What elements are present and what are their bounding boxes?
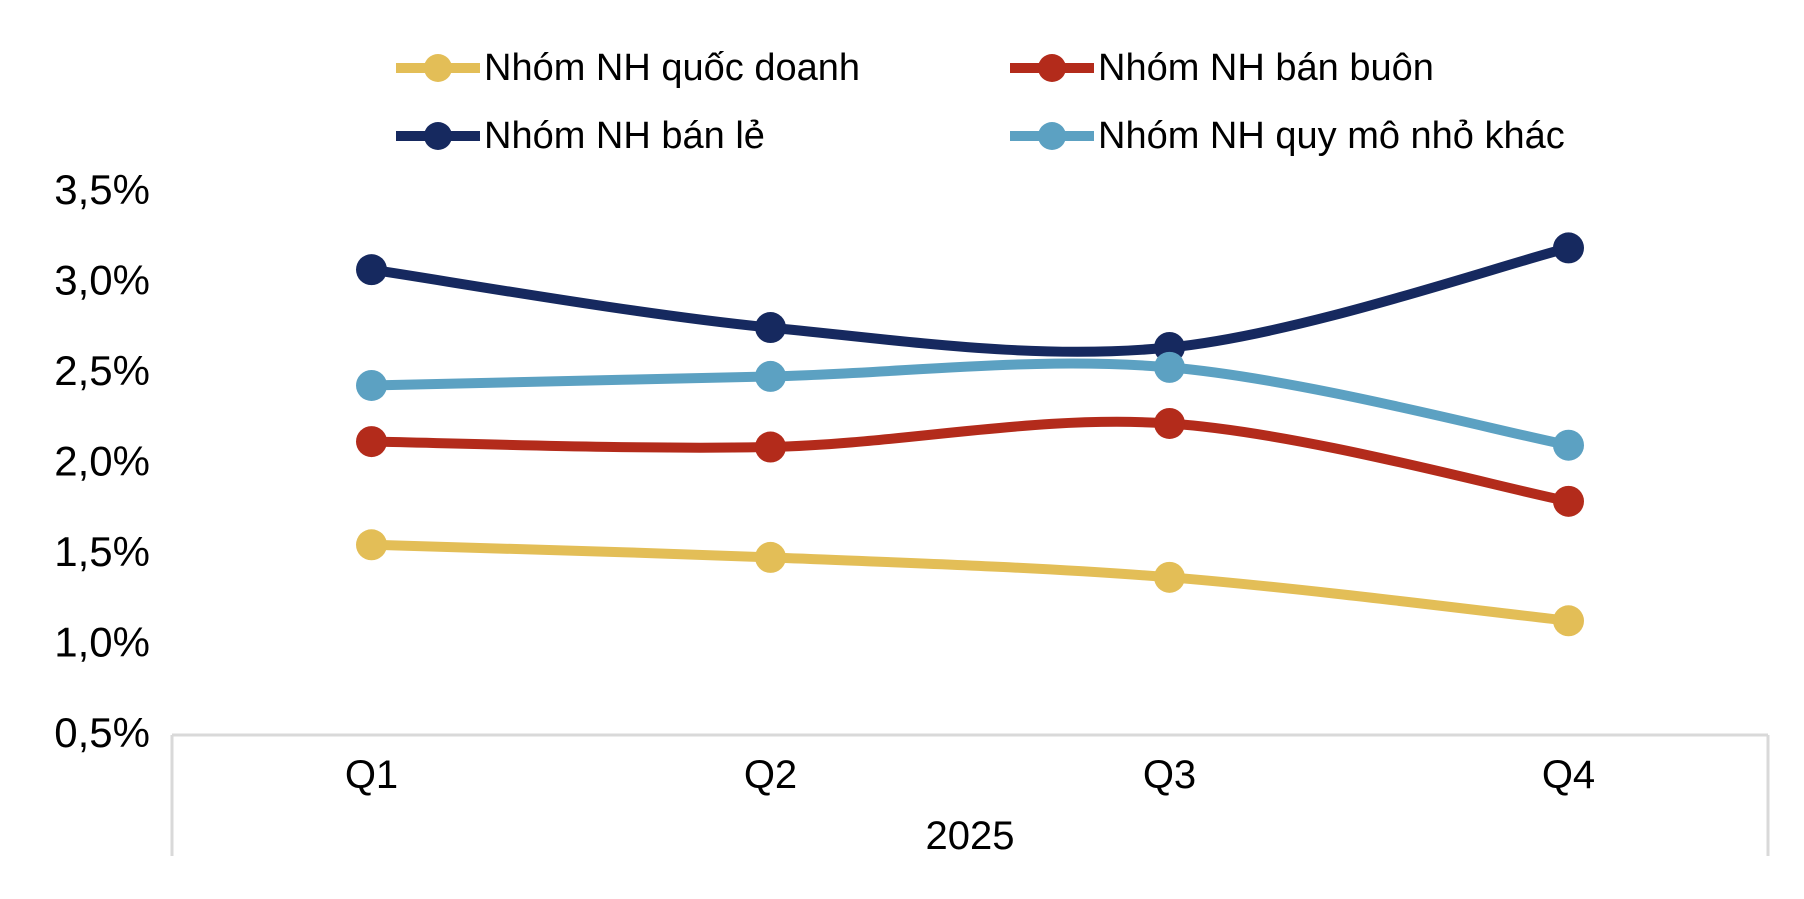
legend-marker-quoc-doanh bbox=[396, 54, 480, 82]
legend-marker-ban-le bbox=[396, 122, 480, 150]
legend-marker-quy-mo-nho-khac bbox=[1010, 122, 1094, 150]
legend-item-ban-buon: Nhóm NH bán buôn bbox=[1010, 46, 1434, 90]
data-point-marker bbox=[356, 369, 387, 401]
series-line bbox=[366, 358, 1574, 451]
category-axis-box bbox=[170, 733, 1770, 856]
data-point-marker bbox=[1553, 232, 1584, 264]
series-markers bbox=[356, 232, 1584, 637]
series-lines bbox=[366, 242, 1574, 626]
x-axis-group-label: 2025 bbox=[926, 814, 1015, 858]
series-line bbox=[366, 539, 1574, 626]
data-point-marker bbox=[1553, 485, 1584, 517]
legend-dot-icon bbox=[424, 122, 452, 150]
y-axis-tick-labels: 3,5% 3,0% 2,5% 2,0% 1,5% 1,0% 0,5% bbox=[54, 166, 150, 756]
data-point-marker bbox=[1154, 351, 1185, 383]
series-line bbox=[366, 416, 1574, 507]
y-tick-label: 2,0% bbox=[54, 438, 150, 485]
y-tick-label: 3,0% bbox=[54, 257, 150, 304]
x-tick-label: Q3 bbox=[1143, 753, 1196, 797]
legend-dot-icon bbox=[1038, 54, 1066, 82]
x-axis-tick-labels: Q1 Q2 Q3 Q4 bbox=[345, 753, 1595, 797]
data-point-marker bbox=[1154, 561, 1185, 593]
data-point-marker bbox=[755, 360, 786, 392]
legend-label: Nhóm NH bán buôn bbox=[1098, 47, 1434, 89]
legend-dot-icon bbox=[424, 54, 452, 82]
y-tick-label: 2,5% bbox=[54, 347, 150, 394]
data-point-marker bbox=[755, 431, 786, 463]
y-tick-label: 3,5% bbox=[54, 166, 150, 213]
x-tick-label: Q2 bbox=[744, 753, 797, 797]
legend-item-ban-le: Nhóm NH bán lẻ bbox=[396, 114, 765, 158]
legend-label: Nhóm NH quy mô nhỏ khác bbox=[1098, 115, 1565, 157]
y-tick-label: 0,5% bbox=[54, 709, 150, 756]
data-point-marker bbox=[1553, 429, 1584, 461]
legend-label: Nhóm NH bán lẻ bbox=[484, 115, 765, 157]
data-point-marker bbox=[356, 426, 387, 458]
legend-item-quy-mo-nho-khac: Nhóm NH quy mô nhỏ khác bbox=[1010, 114, 1565, 158]
legend-dot-icon bbox=[1038, 122, 1066, 150]
x-tick-label: Q4 bbox=[1542, 753, 1595, 797]
data-point-marker bbox=[755, 312, 786, 344]
legend-marker-ban-buon bbox=[1010, 54, 1094, 82]
data-point-marker bbox=[755, 541, 786, 573]
data-point-marker bbox=[356, 529, 387, 561]
legend-label: Nhóm NH quốc doanh bbox=[484, 47, 860, 89]
y-tick-label: 1,5% bbox=[54, 528, 150, 575]
series-line bbox=[366, 242, 1574, 357]
x-tick-label: Q1 bbox=[345, 753, 398, 797]
data-point-marker bbox=[1553, 605, 1584, 637]
y-tick-label: 1,0% bbox=[54, 619, 150, 666]
data-point-marker bbox=[1154, 407, 1185, 439]
legend-item-quoc-doanh: Nhóm NH quốc doanh bbox=[396, 46, 860, 90]
data-point-marker bbox=[356, 254, 387, 286]
